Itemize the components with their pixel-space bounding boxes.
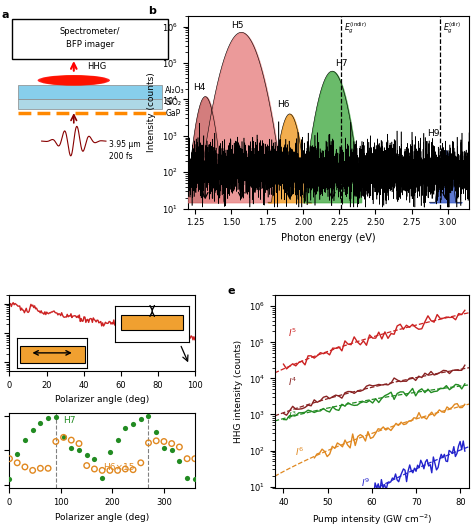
- Ellipse shape: [37, 75, 110, 86]
- Point: [21, 463, 29, 471]
- Point: [21, 436, 29, 444]
- Point: [137, 415, 145, 423]
- Point: [129, 419, 137, 428]
- Point: [29, 426, 36, 435]
- Text: a: a: [1, 10, 9, 20]
- Text: H9: H9: [428, 129, 440, 138]
- Point: [183, 455, 191, 463]
- Point: [114, 466, 121, 475]
- Point: [145, 439, 152, 447]
- Text: $I^3$: $I^3$: [288, 410, 297, 422]
- Point: [83, 461, 91, 470]
- Text: HHG: HHG: [87, 62, 106, 71]
- Text: H4: H4: [193, 83, 205, 92]
- Text: H6: H6: [277, 100, 290, 109]
- Point: [121, 424, 129, 433]
- Ellipse shape: [40, 76, 108, 86]
- Point: [114, 436, 121, 444]
- Text: $I^5$: $I^5$: [288, 327, 297, 339]
- Text: 200 fs: 200 fs: [109, 152, 133, 161]
- Point: [168, 446, 175, 455]
- Point: [6, 455, 13, 463]
- Text: Spectrometer/: Spectrometer/: [60, 27, 120, 36]
- Point: [183, 474, 191, 482]
- X-axis label: Pump intensity (GW cm$^{-2}$): Pump intensity (GW cm$^{-2}$): [311, 512, 432, 525]
- Point: [191, 475, 199, 484]
- Text: SiO₂: SiO₂: [165, 98, 182, 107]
- Point: [99, 466, 106, 475]
- Text: H5: H5: [231, 21, 244, 30]
- Text: e: e: [228, 286, 236, 296]
- Point: [36, 419, 44, 427]
- Ellipse shape: [47, 76, 100, 85]
- Point: [13, 450, 21, 458]
- Point: [52, 413, 60, 421]
- Y-axis label: Intensity (counts): Intensity (counts): [147, 72, 156, 152]
- Point: [175, 443, 183, 451]
- Text: $I^6$: $I^6$: [294, 446, 304, 458]
- Point: [99, 474, 106, 482]
- Point: [67, 436, 75, 444]
- Text: GaP: GaP: [165, 109, 181, 118]
- Bar: [18, 99, 162, 109]
- Text: Al₂O₃: Al₂O₃: [165, 87, 185, 96]
- Point: [44, 414, 52, 422]
- X-axis label: Photon energy (eV): Photon energy (eV): [281, 233, 376, 243]
- Point: [44, 464, 52, 473]
- Point: [91, 465, 98, 473]
- Text: b: b: [148, 6, 156, 16]
- Point: [75, 439, 83, 448]
- Point: [153, 428, 160, 436]
- Point: [29, 466, 36, 475]
- Point: [60, 433, 67, 442]
- Text: BFP imager: BFP imager: [66, 40, 114, 49]
- Point: [168, 439, 175, 448]
- Bar: [18, 85, 162, 99]
- Point: [145, 412, 152, 420]
- X-axis label: Polarizer angle (deg): Polarizer angle (deg): [55, 512, 149, 521]
- Y-axis label: HHG intensity (counts): HHG intensity (counts): [234, 340, 243, 444]
- Text: $E_g^{\mathregular{(indir)}}$: $E_g^{\mathregular{(indir)}}$: [344, 20, 367, 36]
- Point: [13, 459, 21, 467]
- Text: H7: H7: [335, 59, 347, 68]
- Text: H7: H7: [64, 416, 76, 425]
- Point: [91, 455, 98, 463]
- Point: [137, 459, 145, 467]
- X-axis label: Polarizer angle (deg): Polarizer angle (deg): [55, 395, 149, 404]
- Point: [106, 466, 114, 475]
- Point: [83, 450, 91, 459]
- Text: $I^4$: $I^4$: [288, 376, 297, 388]
- Text: $I^9$: $I^9$: [361, 476, 370, 489]
- Ellipse shape: [50, 77, 98, 84]
- Point: [153, 437, 160, 445]
- Text: H6×15: H6×15: [103, 463, 135, 471]
- Point: [121, 465, 129, 473]
- Text: 3.95 μm: 3.95 μm: [109, 141, 141, 150]
- FancyBboxPatch shape: [12, 19, 168, 59]
- Point: [67, 444, 75, 452]
- Point: [52, 437, 60, 446]
- Point: [6, 475, 13, 484]
- Point: [106, 448, 114, 456]
- Ellipse shape: [45, 76, 103, 85]
- Point: [191, 455, 199, 463]
- Point: [75, 446, 83, 455]
- Point: [160, 437, 168, 446]
- Point: [129, 466, 137, 474]
- Point: [160, 444, 168, 452]
- Point: [175, 457, 183, 465]
- Ellipse shape: [43, 76, 105, 85]
- Point: [36, 464, 44, 473]
- Text: $E_g^{\mathregular{(dir)}}$: $E_g^{\mathregular{(dir)}}$: [443, 20, 462, 36]
- Point: [60, 433, 67, 442]
